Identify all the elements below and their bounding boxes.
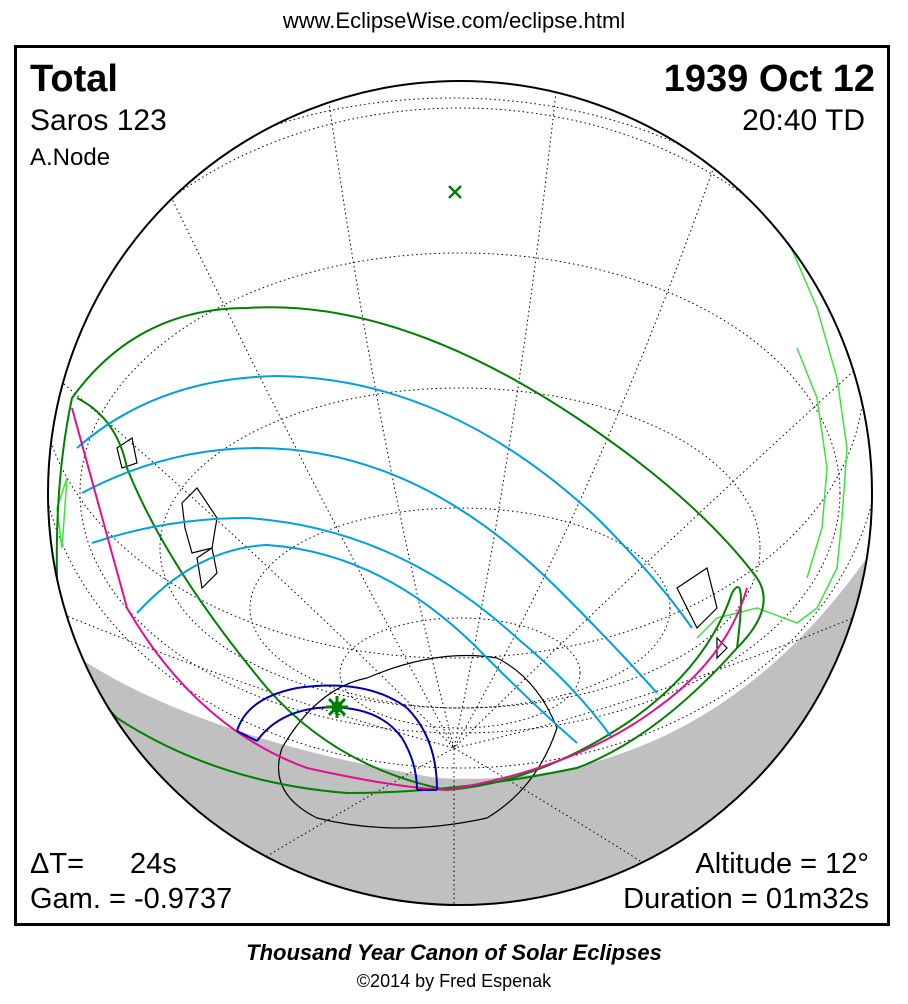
subsolar-x-marker bbox=[448, 185, 462, 199]
canon-title: Thousand Year Canon of Solar Eclipses bbox=[246, 940, 662, 965]
delta-t-label: ΔT= bbox=[30, 848, 85, 880]
night-shade bbox=[48, 528, 872, 905]
partial-curves bbox=[76, 374, 693, 744]
delta-t-value: 24s bbox=[130, 848, 177, 880]
eclipse-map-frame: Total 1939 Oct 12 Saros 123 20:40 TD A.N… bbox=[14, 45, 890, 926]
duration-value: Duration = 01m32s bbox=[623, 883, 869, 915]
gamma-value: Gam. = -0.9737 bbox=[30, 883, 233, 915]
globe-map bbox=[47, 80, 873, 906]
globe-disc bbox=[48, 81, 872, 905]
antarctica-outline bbox=[278, 654, 558, 829]
saros-number: Saros 123 bbox=[30, 104, 167, 137]
source-url: www.EclipseWise.com/eclipse.html bbox=[282, 8, 626, 33]
node-label: A.Node bbox=[30, 144, 111, 171]
eclipse-type: Total bbox=[30, 58, 118, 100]
greatest-eclipse-star-marker bbox=[326, 696, 348, 718]
inner-limit-curve bbox=[76, 397, 742, 792]
umbra-path bbox=[236, 684, 438, 791]
copyright-notice: ©2014 by Fred Espenak bbox=[356, 971, 552, 991]
altitude-value: Altitude = 12° bbox=[695, 848, 869, 880]
eclipse-date: 1939 Oct 12 bbox=[663, 58, 875, 100]
central-path-limits bbox=[71, 407, 748, 791]
eclipse-time: 20:40 TD bbox=[742, 104, 865, 137]
globe-rim bbox=[47, 80, 873, 906]
